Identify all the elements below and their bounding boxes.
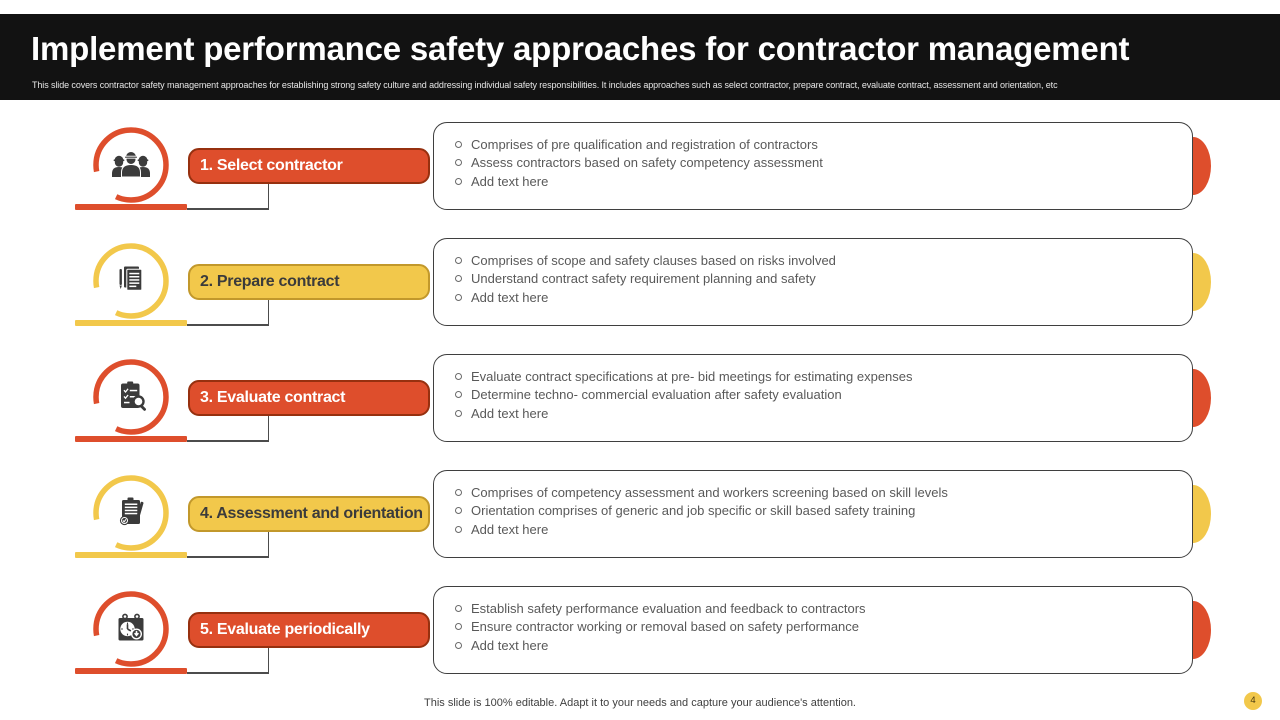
list-item: Orientation comprises of generic and job… [455, 502, 1178, 519]
step-details-card: Evaluate contract specifications at pre-… [433, 354, 1193, 442]
bullet-icon [455, 257, 462, 264]
bullet-icon [455, 641, 462, 649]
connector-line [267, 532, 269, 558]
add-text-placeholder[interactable]: Add text here [471, 637, 549, 653]
step-underline [75, 552, 187, 558]
step-details-card: Comprises of scope and safety clauses ba… [433, 238, 1193, 326]
connector-line [267, 300, 269, 326]
bullet-text: Determine techno- commercial evaluation … [471, 387, 842, 403]
bullet-icon [455, 409, 462, 417]
step-banner-label: 1. Select contractor [200, 157, 343, 174]
add-text-placeholder[interactable]: Add text here [471, 173, 549, 189]
list-item: Determine techno- commercial evaluation … [455, 386, 1178, 403]
list-item: Add text here [455, 173, 1178, 190]
bullet-list: Evaluate contract specifications at pre-… [434, 355, 1192, 422]
bullet-list: Comprises of scope and safety clauses ba… [434, 239, 1192, 306]
bullet-icon [455, 507, 462, 515]
bullet-text: Comprises of competency assessment and w… [471, 485, 948, 500]
bullet-icon [455, 293, 462, 301]
bullet-text: Understand contract safety requirement p… [471, 271, 816, 287]
bullet-icon [455, 141, 462, 148]
bullet-icon [455, 525, 462, 533]
connector-line [267, 416, 269, 442]
step-banner-label: 5. Evaluate periodically [200, 621, 370, 638]
step-banner: 2. Prepare contract [188, 264, 430, 300]
list-item: Assess contractors based on safety compe… [455, 154, 1178, 171]
list-item: Comprises of scope and safety clauses ba… [455, 252, 1178, 269]
bullet-icon [455, 177, 462, 185]
connector-line [187, 672, 269, 674]
bullet-icon [455, 373, 462, 380]
list-item: Establish safety performance evaluation … [455, 600, 1178, 617]
list-item: Add text here [455, 405, 1178, 422]
connector-line [267, 184, 269, 210]
step-details-card: Comprises of pre qualification and regis… [433, 122, 1193, 210]
bullet-text: Establish safety performance evaluation … [471, 601, 866, 616]
connector-line [267, 648, 269, 674]
contractors-group-icon [93, 127, 169, 203]
bullet-list: Establish safety performance evaluation … [434, 587, 1192, 654]
bullet-text: Orientation comprises of generic and job… [471, 503, 916, 519]
process-step-row-4: 4. Assessment and orientation Comprises … [0, 470, 1280, 566]
list-item: Add text here [455, 637, 1178, 654]
list-item: Add text here [455, 521, 1178, 538]
page-number-badge: 4 [1244, 692, 1262, 710]
connector-line [187, 440, 269, 442]
step-underline [75, 320, 187, 326]
list-item: Comprises of pre qualification and regis… [455, 136, 1178, 153]
footer-note: This slide is 100% editable. Adapt it to… [424, 697, 856, 709]
process-step-row-2: 2. Prepare contract Comprises of scope a… [0, 238, 1280, 334]
step-underline [75, 668, 187, 674]
connector-line [187, 324, 269, 326]
add-text-placeholder[interactable]: Add text here [471, 289, 549, 305]
list-item: Evaluate contract specifications at pre-… [455, 368, 1178, 385]
header-bar: Implement performance safety approaches … [0, 14, 1280, 100]
step-details-card: Comprises of competency assessment and w… [433, 470, 1193, 558]
step-banner-label: 4. Assessment and orientation [200, 505, 423, 522]
step-banner: 4. Assessment and orientation [188, 496, 430, 532]
step-banner-label: 2. Prepare contract [200, 273, 340, 290]
calendar-clock-icon [93, 591, 169, 667]
bullet-text: Assess contractors based on safety compe… [471, 155, 823, 171]
connector-line [187, 208, 269, 210]
bullet-text: Evaluate contract specifications at pre-… [471, 369, 913, 384]
connector-line [187, 556, 269, 558]
bullet-icon [455, 623, 462, 631]
page-subtitle: This slide covers contractor safety mana… [32, 80, 1058, 90]
bullet-list: Comprises of competency assessment and w… [434, 471, 1192, 538]
process-step-row-1: 1. Select contractor Comprises of pre qu… [0, 122, 1280, 218]
add-text-placeholder[interactable]: Add text here [471, 405, 549, 421]
clipboard-magnifier-icon [93, 359, 169, 435]
bullet-icon [455, 391, 462, 399]
list-item: Comprises of competency assessment and w… [455, 484, 1178, 501]
contract-document-icon [93, 243, 169, 319]
process-step-row-5: 5. Evaluate periodically Establish safet… [0, 586, 1280, 682]
bullet-icon [455, 159, 462, 167]
list-item: Ensure contractor working or removal bas… [455, 618, 1178, 635]
bullet-text: Ensure contractor working or removal bas… [471, 619, 860, 635]
bullet-icon [455, 489, 462, 496]
bullet-icon [455, 275, 462, 283]
process-step-row-3: 3. Evaluate contract Evaluate contract s… [0, 354, 1280, 450]
step-details-card: Establish safety performance evaluation … [433, 586, 1193, 674]
step-banner: 1. Select contractor [188, 148, 430, 184]
bullet-icon [455, 605, 462, 612]
list-item: Add text here [455, 289, 1178, 306]
step-banner-label: 3. Evaluate contract [200, 389, 346, 406]
bullet-text: Comprises of pre qualification and regis… [471, 137, 818, 152]
page-title: Implement performance safety approaches … [31, 30, 1130, 67]
step-underline [75, 204, 187, 210]
step-banner: 5. Evaluate periodically [188, 612, 430, 648]
document-pen-seal-icon [93, 475, 169, 551]
list-item: Understand contract safety requirement p… [455, 270, 1178, 287]
add-text-placeholder[interactable]: Add text here [471, 521, 549, 537]
bullet-list: Comprises of pre qualification and regis… [434, 123, 1192, 190]
bullet-text: Comprises of scope and safety clauses ba… [471, 253, 836, 268]
step-banner: 3. Evaluate contract [188, 380, 430, 416]
step-underline [75, 436, 187, 442]
